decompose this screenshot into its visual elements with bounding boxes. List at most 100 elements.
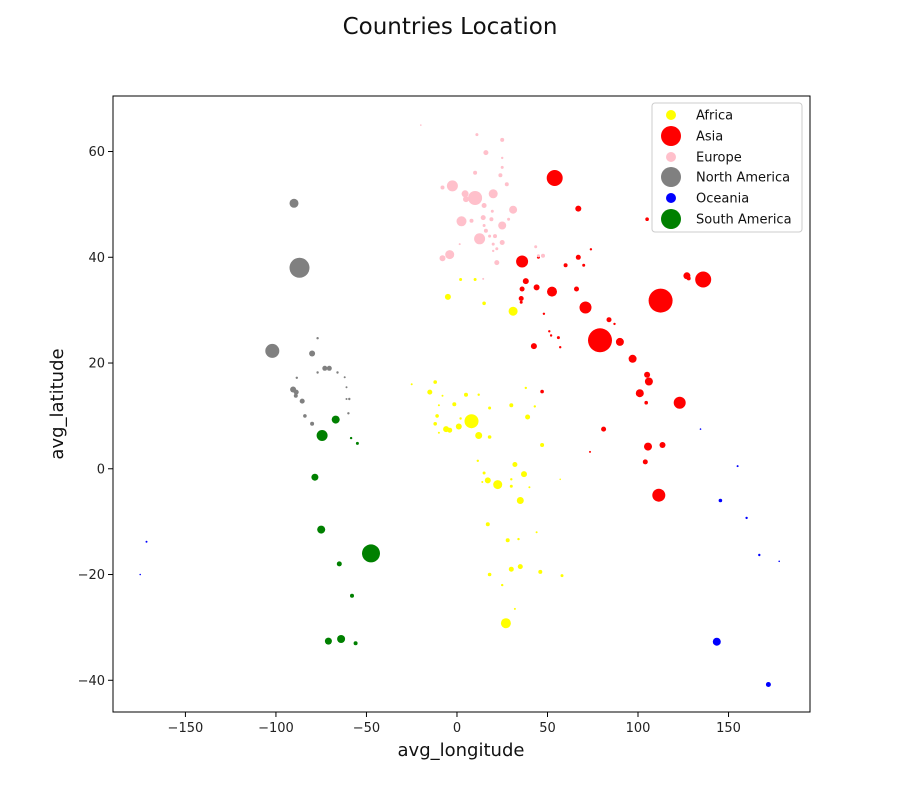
legend-label-oceania: Oceania [696, 192, 749, 207]
africa-point [444, 293, 451, 300]
south-america-point [353, 641, 358, 646]
y-tick-label: 40 [88, 251, 105, 266]
oceania-point [712, 637, 721, 646]
africa-point [538, 569, 543, 574]
asia-point [644, 442, 652, 451]
africa-point [435, 414, 439, 418]
asia-point [516, 255, 529, 268]
asia-point [582, 263, 586, 267]
south-america-point [311, 473, 319, 481]
x-axis-ticks: −150 −100 −50 0 50 100 150 [168, 712, 741, 736]
europe-point [501, 156, 504, 160]
x-tick-label: −50 [353, 721, 380, 736]
asia-point [519, 286, 525, 292]
africa-point [464, 414, 479, 429]
europe-point [468, 191, 483, 205]
africa-point [433, 380, 438, 384]
africa-point [485, 522, 490, 527]
asia-point [533, 284, 540, 291]
africa-point [517, 537, 520, 541]
asia-point [642, 459, 648, 465]
legend-marker-africa [666, 110, 676, 120]
europe-point [494, 260, 500, 266]
africa-point [477, 393, 480, 396]
north-america-point [293, 389, 299, 395]
oceania-point [745, 516, 748, 520]
y-tick-label: 0 [97, 462, 105, 477]
legend-label-asia: Asia [696, 130, 723, 145]
europe-point [498, 173, 503, 178]
asia-point [546, 170, 563, 186]
europe-point [490, 209, 494, 213]
africa-point [488, 406, 492, 410]
south-america-point [324, 637, 332, 645]
europe-point [461, 190, 469, 198]
africa-point [487, 572, 492, 577]
asia-point [540, 389, 544, 394]
north-america-point [299, 398, 305, 404]
asia-point [589, 450, 591, 453]
asia-point [575, 254, 581, 260]
europe-point [483, 228, 488, 233]
africa-point [447, 427, 453, 433]
africa-point [455, 423, 462, 430]
africa-point [509, 403, 514, 408]
africa-point [459, 417, 462, 420]
y-axis-label: avg_latitude [47, 348, 68, 459]
europe-point [475, 133, 479, 137]
africa-point [528, 486, 531, 489]
africa-point [464, 392, 468, 397]
north-america-point [265, 343, 280, 358]
north-america-point [336, 371, 339, 374]
asia-point [673, 396, 686, 409]
x-tick-label: 50 [539, 721, 556, 736]
north-america-point [345, 386, 348, 389]
africa-point [410, 383, 413, 386]
africa-point [509, 484, 513, 488]
north-america-point [326, 365, 332, 371]
legend-marker-asia [661, 126, 681, 146]
africa-point [508, 566, 514, 572]
asia-point [606, 317, 612, 323]
asia-point [613, 322, 616, 326]
africa-point [512, 462, 518, 467]
europe-point [504, 182, 509, 187]
europe-point [488, 189, 498, 199]
oceania-point [778, 560, 780, 563]
africa-point [473, 278, 477, 281]
asia-point [519, 300, 523, 304]
africa-point [525, 414, 531, 420]
south-america-point [336, 561, 342, 567]
legend-label-north-america: North America [696, 171, 790, 186]
legend-marker-europe [666, 152, 676, 162]
y-tick-label: 60 [88, 145, 105, 160]
europe-point [469, 218, 474, 223]
europe-point [541, 253, 545, 258]
africa-point [540, 443, 545, 447]
asia-point [652, 488, 666, 502]
legend-marker-oceania [666, 193, 676, 203]
europe-point [483, 150, 489, 156]
africa-point [476, 459, 479, 462]
africa-point [524, 386, 527, 390]
africa-point [437, 404, 440, 407]
europe-point [495, 247, 499, 251]
x-tick-label: −150 [168, 721, 204, 736]
oceania-point [699, 428, 702, 430]
africa-point [533, 405, 536, 408]
asia-point [695, 271, 712, 288]
asia-point [530, 343, 537, 350]
asia-point [628, 354, 637, 363]
oceania-point [765, 682, 771, 687]
north-america-point [289, 257, 310, 278]
asia-point [644, 400, 648, 405]
africa-point [427, 389, 433, 395]
africa-point [482, 301, 486, 306]
legend-label-south-america: South America [696, 213, 792, 228]
y-tick-label: 20 [88, 357, 105, 372]
africa-point [510, 478, 513, 481]
north-america-point [303, 414, 307, 418]
north-america-point [348, 397, 351, 401]
africa-point [433, 422, 438, 426]
europe-point [482, 224, 486, 227]
